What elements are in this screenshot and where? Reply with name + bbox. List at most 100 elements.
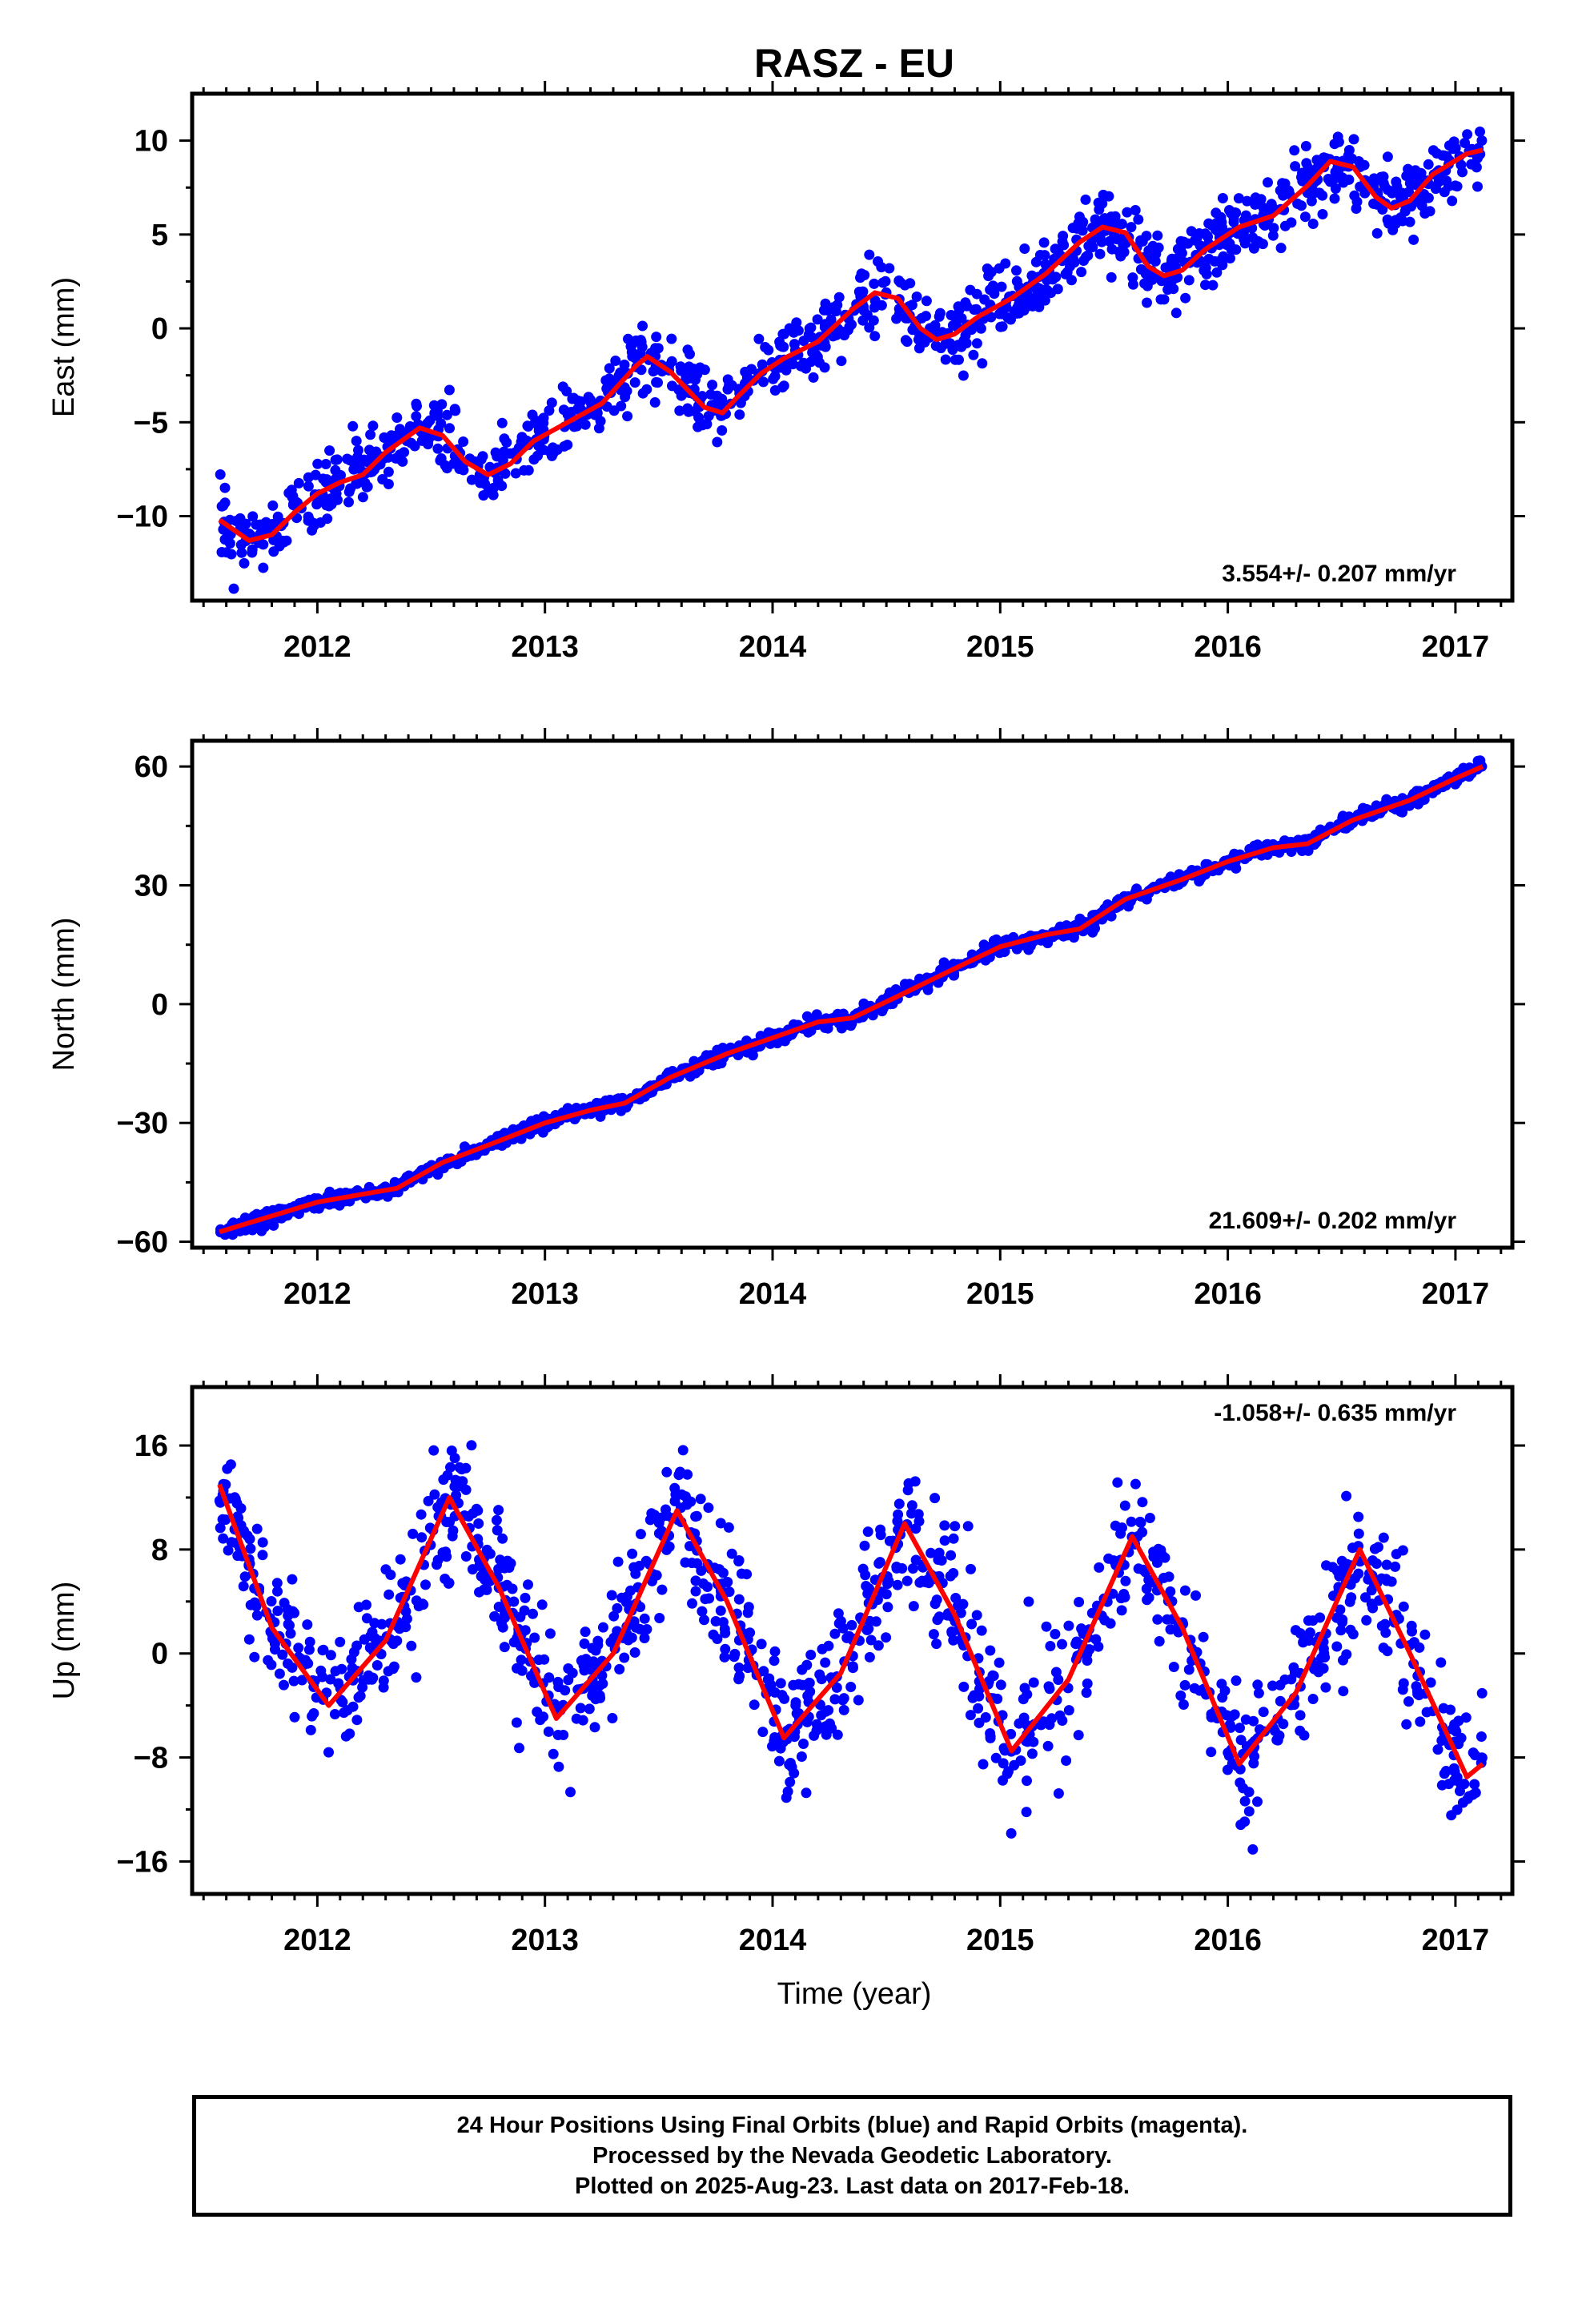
- data-point: [656, 1584, 668, 1595]
- data-point: [954, 354, 964, 365]
- east-rate-label: 3.554+/- 0.207 mm/yr: [1222, 561, 1456, 587]
- data-point: [335, 1636, 346, 1647]
- data-point: [805, 322, 817, 333]
- data-point: [1408, 171, 1419, 183]
- data-point: [1115, 251, 1126, 262]
- data-point: [383, 479, 394, 489]
- data-point: [1471, 162, 1482, 173]
- data-point: [1390, 1561, 1401, 1572]
- data-point: [1300, 141, 1311, 151]
- data-point: [953, 301, 964, 312]
- data-point: [523, 421, 534, 432]
- data-point: [484, 461, 496, 472]
- x-tick-label: 2014: [739, 630, 807, 664]
- data-point: [510, 468, 521, 479]
- data-point: [1381, 794, 1392, 805]
- data-point: [279, 537, 289, 548]
- data-point: [1299, 211, 1311, 223]
- data-point: [653, 1528, 665, 1539]
- data-point: [946, 1550, 957, 1561]
- data-point: [1377, 204, 1388, 215]
- data-point: [892, 1516, 903, 1526]
- data-point: [1235, 1723, 1245, 1734]
- data-point: [270, 1644, 280, 1655]
- data-point: [1191, 232, 1203, 243]
- data-point: [543, 1726, 554, 1737]
- data-point: [251, 1523, 263, 1534]
- data-point: [762, 1674, 773, 1685]
- data-point: [605, 1637, 616, 1647]
- data-point: [267, 500, 279, 511]
- data-point: [1379, 181, 1390, 191]
- data-point: [1403, 1696, 1414, 1707]
- y-tick-label: 60: [135, 750, 168, 784]
- data-point: [1228, 213, 1239, 224]
- data-point: [1180, 292, 1191, 304]
- data-point: [717, 1567, 729, 1578]
- data-point: [864, 249, 875, 260]
- data-point: [1257, 239, 1268, 250]
- data-point: [1183, 275, 1195, 286]
- data-point: [976, 1625, 987, 1636]
- data-point: [1183, 1664, 1195, 1675]
- data-point: [323, 501, 335, 512]
- data-point: [707, 380, 718, 391]
- data-point: [1168, 283, 1179, 295]
- data-point: [444, 423, 455, 434]
- data-point: [820, 1721, 831, 1732]
- data-point: [1119, 1500, 1130, 1511]
- data-point: [272, 1586, 283, 1597]
- data-point: [862, 1526, 873, 1538]
- data-point: [1320, 1682, 1331, 1693]
- data-point: [965, 284, 976, 296]
- data-point: [784, 323, 795, 334]
- data-point: [1243, 1787, 1255, 1798]
- data-point: [220, 1479, 231, 1490]
- data-point: [332, 494, 343, 505]
- data-point: [325, 1674, 336, 1685]
- data-point: [666, 333, 677, 344]
- data-point: [837, 1622, 849, 1634]
- data-point: [1239, 1795, 1251, 1807]
- data-point: [395, 424, 405, 435]
- data-point: [361, 1599, 371, 1610]
- data-point: [227, 1229, 239, 1240]
- data-point: [589, 1722, 600, 1733]
- data-point: [1249, 1751, 1260, 1762]
- data-point: [1078, 255, 1089, 266]
- data-point: [862, 1588, 873, 1599]
- data-point: [1000, 258, 1011, 269]
- data-point: [1318, 1643, 1329, 1655]
- y-tick-label: −8: [134, 1742, 168, 1775]
- data-point: [1311, 155, 1323, 166]
- data-point: [411, 1672, 422, 1683]
- data-point: [715, 1518, 726, 1529]
- data-point: [726, 1548, 737, 1559]
- data-point: [394, 1623, 405, 1634]
- data-point: [697, 1606, 708, 1617]
- data-point: [836, 356, 847, 367]
- data-point: [1146, 274, 1158, 285]
- data-point: [1036, 292, 1047, 304]
- data-point: [857, 286, 869, 297]
- data-point: [901, 1575, 913, 1586]
- data-point: [1115, 1528, 1126, 1539]
- data-point: [863, 1623, 874, 1634]
- data-point: [539, 1654, 550, 1665]
- data-point: [283, 1610, 294, 1621]
- data-point: [996, 281, 1007, 292]
- data-point: [723, 1522, 734, 1533]
- data-point: [1353, 1511, 1364, 1522]
- data-point: [552, 1701, 563, 1712]
- data-point: [1275, 1695, 1286, 1707]
- data-point: [881, 1589, 892, 1600]
- data-point: [1343, 145, 1355, 155]
- data-point: [958, 1681, 970, 1692]
- data-point: [722, 374, 733, 385]
- data-point: [293, 1642, 304, 1654]
- data-point: [312, 458, 323, 469]
- up-panel: 2012 2013 2014 2015 2016 2017 16 8 0 −8 −16 Up (mm)…: [47, 1374, 1525, 1957]
- data-point: [394, 449, 405, 460]
- data-point: [262, 1206, 272, 1216]
- data-point: [1225, 1722, 1236, 1733]
